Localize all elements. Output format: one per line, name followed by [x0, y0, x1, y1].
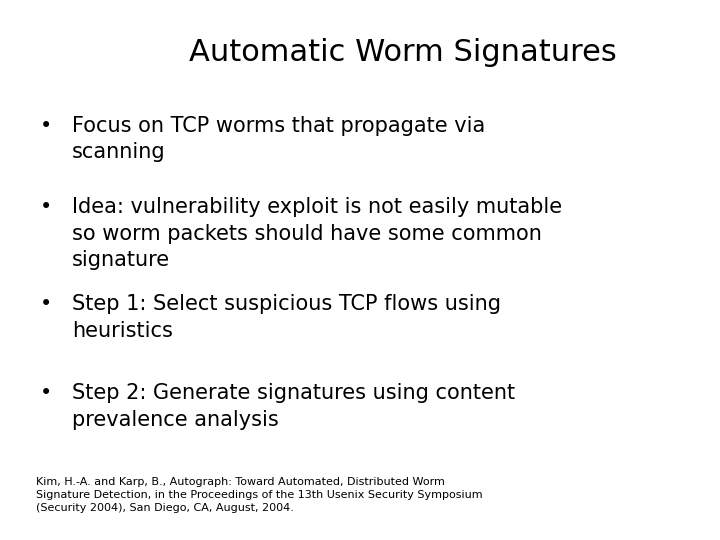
Text: Idea: vulnerability exploit is not easily mutable
so worm packets should have so: Idea: vulnerability exploit is not easil… [72, 197, 562, 270]
Text: Step 1: Select suspicious TCP flows using
heuristics: Step 1: Select suspicious TCP flows usin… [72, 294, 501, 341]
Text: Automatic Worm Signatures: Automatic Worm Signatures [189, 38, 617, 67]
Text: •: • [40, 197, 52, 217]
Text: Step 2: Generate signatures using content
prevalence analysis: Step 2: Generate signatures using conten… [72, 383, 515, 430]
Text: Kim, H.-A. and Karp, B., Autograph: Toward Automated, Distributed Worm
Signature: Kim, H.-A. and Karp, B., Autograph: Towa… [36, 477, 482, 513]
Text: Focus on TCP worms that propagate via
scanning: Focus on TCP worms that propagate via sc… [72, 116, 485, 163]
Text: •: • [40, 383, 52, 403]
Text: •: • [40, 294, 52, 314]
Text: •: • [40, 116, 52, 136]
